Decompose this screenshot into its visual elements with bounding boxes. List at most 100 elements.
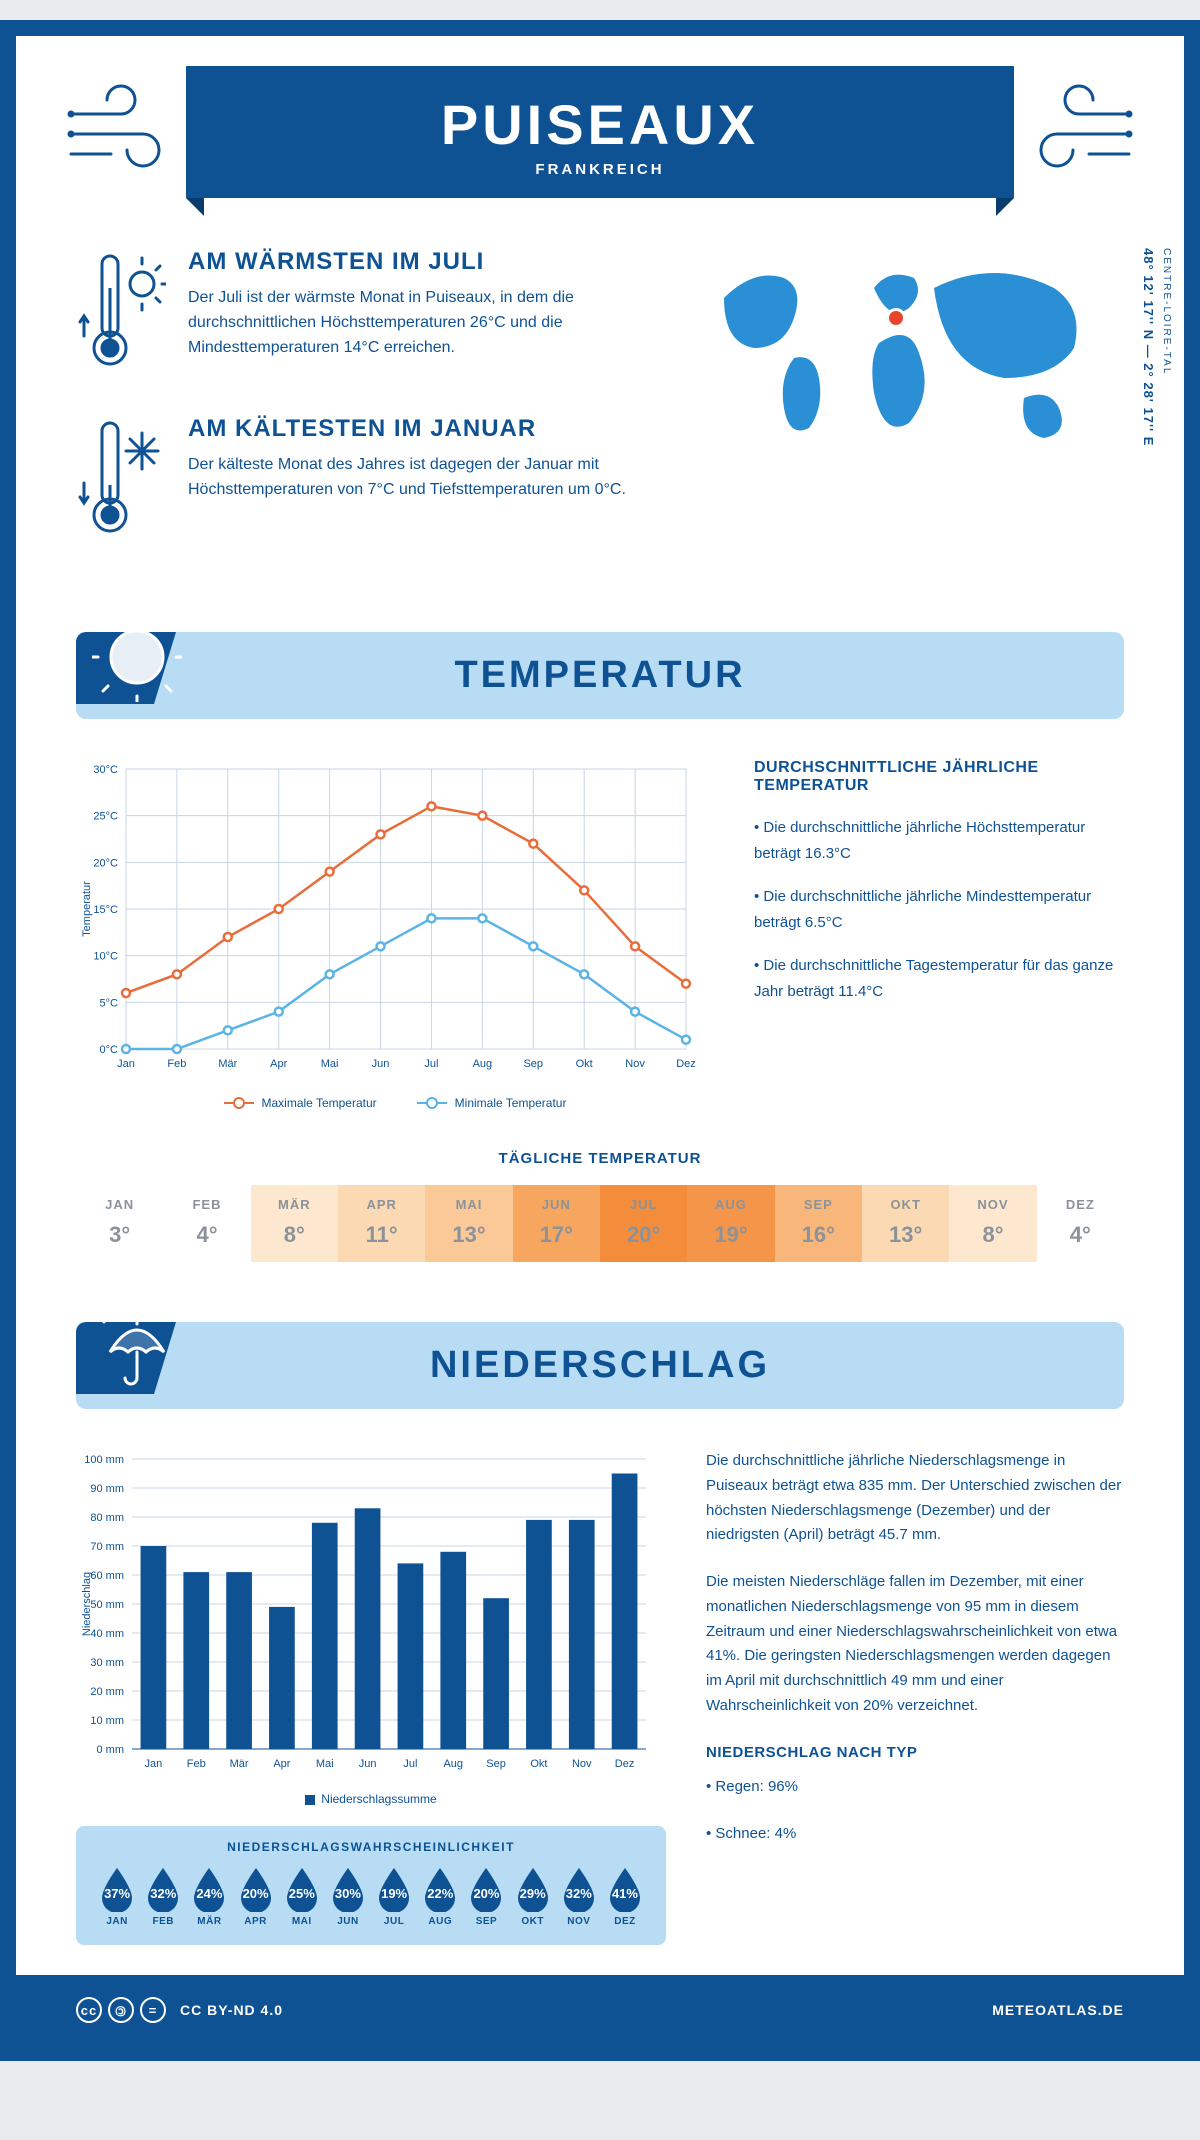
fact-coldest: AM KÄLTESTEN IM JANUAR Der kälteste Mona… — [76, 415, 664, 550]
section-header-precipitation: NIEDERSCHLAG — [76, 1322, 1124, 1409]
thermometer-cold-icon — [76, 415, 166, 550]
daily-temp-cell: APR11° — [338, 1185, 425, 1262]
daily-temp-cell: JAN3° — [76, 1185, 163, 1262]
svg-text:15°C: 15°C — [93, 904, 118, 916]
svg-text:Okt: Okt — [530, 1758, 547, 1770]
precip-prob-drop: 32%FEB — [140, 1866, 186, 1927]
world-map-block: CENTRE-LOIRE-TAL 48° 12' 17'' N — 2° 28'… — [704, 248, 1124, 582]
precip-prob-drop: 29%OKT — [510, 1866, 556, 1927]
svg-text:40 mm: 40 mm — [90, 1628, 124, 1640]
svg-text:Feb: Feb — [167, 1058, 186, 1070]
daily-temp-cell: JUL20° — [600, 1185, 687, 1262]
attribution-icon: 🄯 — [108, 1997, 134, 2023]
cc-icon: cc — [76, 1997, 102, 2023]
svg-text:Mai: Mai — [321, 1058, 339, 1070]
svg-text:Jul: Jul — [403, 1758, 417, 1770]
daily-temp-cell: MÄR8° — [251, 1185, 338, 1262]
fact-warmest-body: Der Juli ist der wärmste Monat in Puisea… — [188, 286, 664, 360]
precip-prob-drop: 30%JUN — [325, 1866, 371, 1927]
precip-prob-drop: 19%JUL — [371, 1866, 417, 1927]
precip-prob-drop: 25%MAI — [279, 1866, 325, 1927]
footer: cc 🄯 = CC BY-ND 4.0 METEOATLAS.DE — [16, 1975, 1184, 2045]
svg-text:25°C: 25°C — [93, 811, 118, 823]
temp-fact-line: • Die durchschnittliche jährliche Mindes… — [754, 884, 1124, 935]
daily-temp-heading: TÄGLICHE TEMPERATUR — [76, 1150, 1124, 1167]
precip-prob-drop: 20%APR — [233, 1866, 279, 1927]
infographic-page: PUISEAUX FRANKREICH AM WÄRMSTEN IM JULI … — [0, 20, 1200, 2061]
svg-text:Dez: Dez — [615, 1758, 635, 1770]
svg-text:10 mm: 10 mm — [90, 1715, 124, 1727]
site-credit: METEOATLAS.DE — [992, 2002, 1124, 2018]
fact-coldest-title: AM KÄLTESTEN IM JANUAR — [188, 415, 664, 443]
cc-license-icons: cc 🄯 = — [76, 1997, 166, 2023]
svg-text:20°C: 20°C — [93, 857, 118, 869]
svg-text:Jan: Jan — [117, 1058, 135, 1070]
svg-text:Mär: Mär — [218, 1058, 237, 1070]
svg-text:Dez: Dez — [676, 1058, 696, 1070]
svg-text:Niederschlag: Niederschlag — [81, 1572, 93, 1636]
svg-text:5°C: 5°C — [100, 997, 119, 1009]
svg-text:0 mm: 0 mm — [97, 1744, 125, 1756]
header-banner: PUISEAUX FRANKREICH — [186, 66, 1014, 198]
svg-text:70 mm: 70 mm — [90, 1541, 124, 1553]
svg-text:30°C: 30°C — [93, 764, 118, 776]
precip-type-heading: NIEDERSCHLAG NACH TYP — [706, 1741, 1124, 1766]
world-map-icon — [704, 248, 1104, 458]
precip-prob-drop: 24%MÄR — [186, 1866, 232, 1927]
daily-temp-cell: AUG19° — [687, 1185, 774, 1262]
precip-prob-drop: 37%JAN — [94, 1866, 140, 1927]
temp-facts-heading: DURCHSCHNITTLICHE JÄHRLICHE TEMPERATUR — [754, 759, 1124, 795]
precip-legend: Niederschlagssumme — [76, 1792, 666, 1806]
section-header-temperature: TEMPERATUR — [76, 632, 1124, 719]
section-title-temperature: TEMPERATUR — [76, 654, 1124, 697]
svg-text:Nov: Nov — [572, 1758, 592, 1770]
daily-temp-cell: SEP16° — [775, 1185, 862, 1262]
temperature-facts: DURCHSCHNITTLICHE JÄHRLICHE TEMPERATUR •… — [754, 759, 1124, 1110]
daily-temp-cell: MAI13° — [425, 1185, 512, 1262]
precip-type-line: • Regen: 96% — [706, 1775, 1124, 1800]
intro-row: AM WÄRMSTEN IM JULI Der Juli ist der wär… — [76, 248, 1124, 582]
svg-text:Aug: Aug — [443, 1758, 463, 1770]
coordinates: 48° 12' 17'' N — 2° 28' 17'' E — [1141, 248, 1156, 446]
svg-text:10°C: 10°C — [93, 951, 118, 963]
svg-text:Mai: Mai — [316, 1758, 334, 1770]
temp-fact-line: • Die durchschnittliche jährliche Höchst… — [754, 815, 1124, 866]
svg-text:Jun: Jun — [359, 1758, 377, 1770]
svg-text:Sep: Sep — [523, 1058, 543, 1070]
city-name: PUISEAUX — [186, 92, 1014, 157]
legend-min-temp: Minimale Temperatur — [455, 1096, 567, 1110]
country-name: FRANKREICH — [186, 161, 1014, 178]
svg-text:Jan: Jan — [145, 1758, 163, 1770]
thermometer-hot-icon — [76, 248, 166, 383]
precipitation-bar-chart: 0 mm10 mm20 mm30 mm40 mm50 mm60 mm70 mm8… — [76, 1449, 666, 1806]
wind-icon — [66, 84, 196, 179]
daily-temp-cell: OKT13° — [862, 1185, 949, 1262]
precip-type-line: • Schnee: 4% — [706, 1822, 1124, 1847]
temperature-legend: Maximale Temperatur Minimale Temperatur — [76, 1096, 714, 1110]
precip-paragraph: Die durchschnittliche jährliche Niedersc… — [706, 1449, 1124, 1548]
fact-warmest: AM WÄRMSTEN IM JULI Der Juli ist der wär… — [76, 248, 664, 383]
svg-text:30 mm: 30 mm — [90, 1657, 124, 1669]
svg-text:100 mm: 100 mm — [84, 1454, 124, 1466]
noderiv-icon: = — [140, 1997, 166, 2023]
daily-temp-cell: JUN17° — [513, 1185, 600, 1262]
wind-icon — [1004, 84, 1134, 179]
daily-temp-cell: NOV8° — [949, 1185, 1036, 1262]
sun-icon — [92, 612, 182, 707]
precip-prob-drop: 22%AUG — [417, 1866, 463, 1927]
svg-text:Feb: Feb — [187, 1758, 206, 1770]
svg-text:Apr: Apr — [270, 1058, 287, 1070]
svg-text:90 mm: 90 mm — [90, 1483, 124, 1495]
precipitation-text: Die durchschnittliche jährliche Niedersc… — [706, 1449, 1124, 1945]
svg-text:Mär: Mär — [230, 1758, 249, 1770]
svg-text:Nov: Nov — [625, 1058, 645, 1070]
svg-text:20 mm: 20 mm — [90, 1686, 124, 1698]
precipitation-probability-box: NIEDERSCHLAGSWAHRSCHEINLICHKEIT 37%JAN32… — [76, 1826, 666, 1945]
region-label: CENTRE-LOIRE-TAL — [1161, 248, 1172, 375]
legend-max-temp: Maximale Temperatur — [262, 1096, 377, 1110]
svg-text:80 mm: 80 mm — [90, 1512, 124, 1524]
umbrella-icon — [92, 1302, 182, 1397]
svg-text:0°C: 0°C — [100, 1044, 119, 1056]
svg-text:Jun: Jun — [372, 1058, 390, 1070]
fact-coldest-body: Der kälteste Monat des Jahres ist dagege… — [188, 453, 664, 503]
